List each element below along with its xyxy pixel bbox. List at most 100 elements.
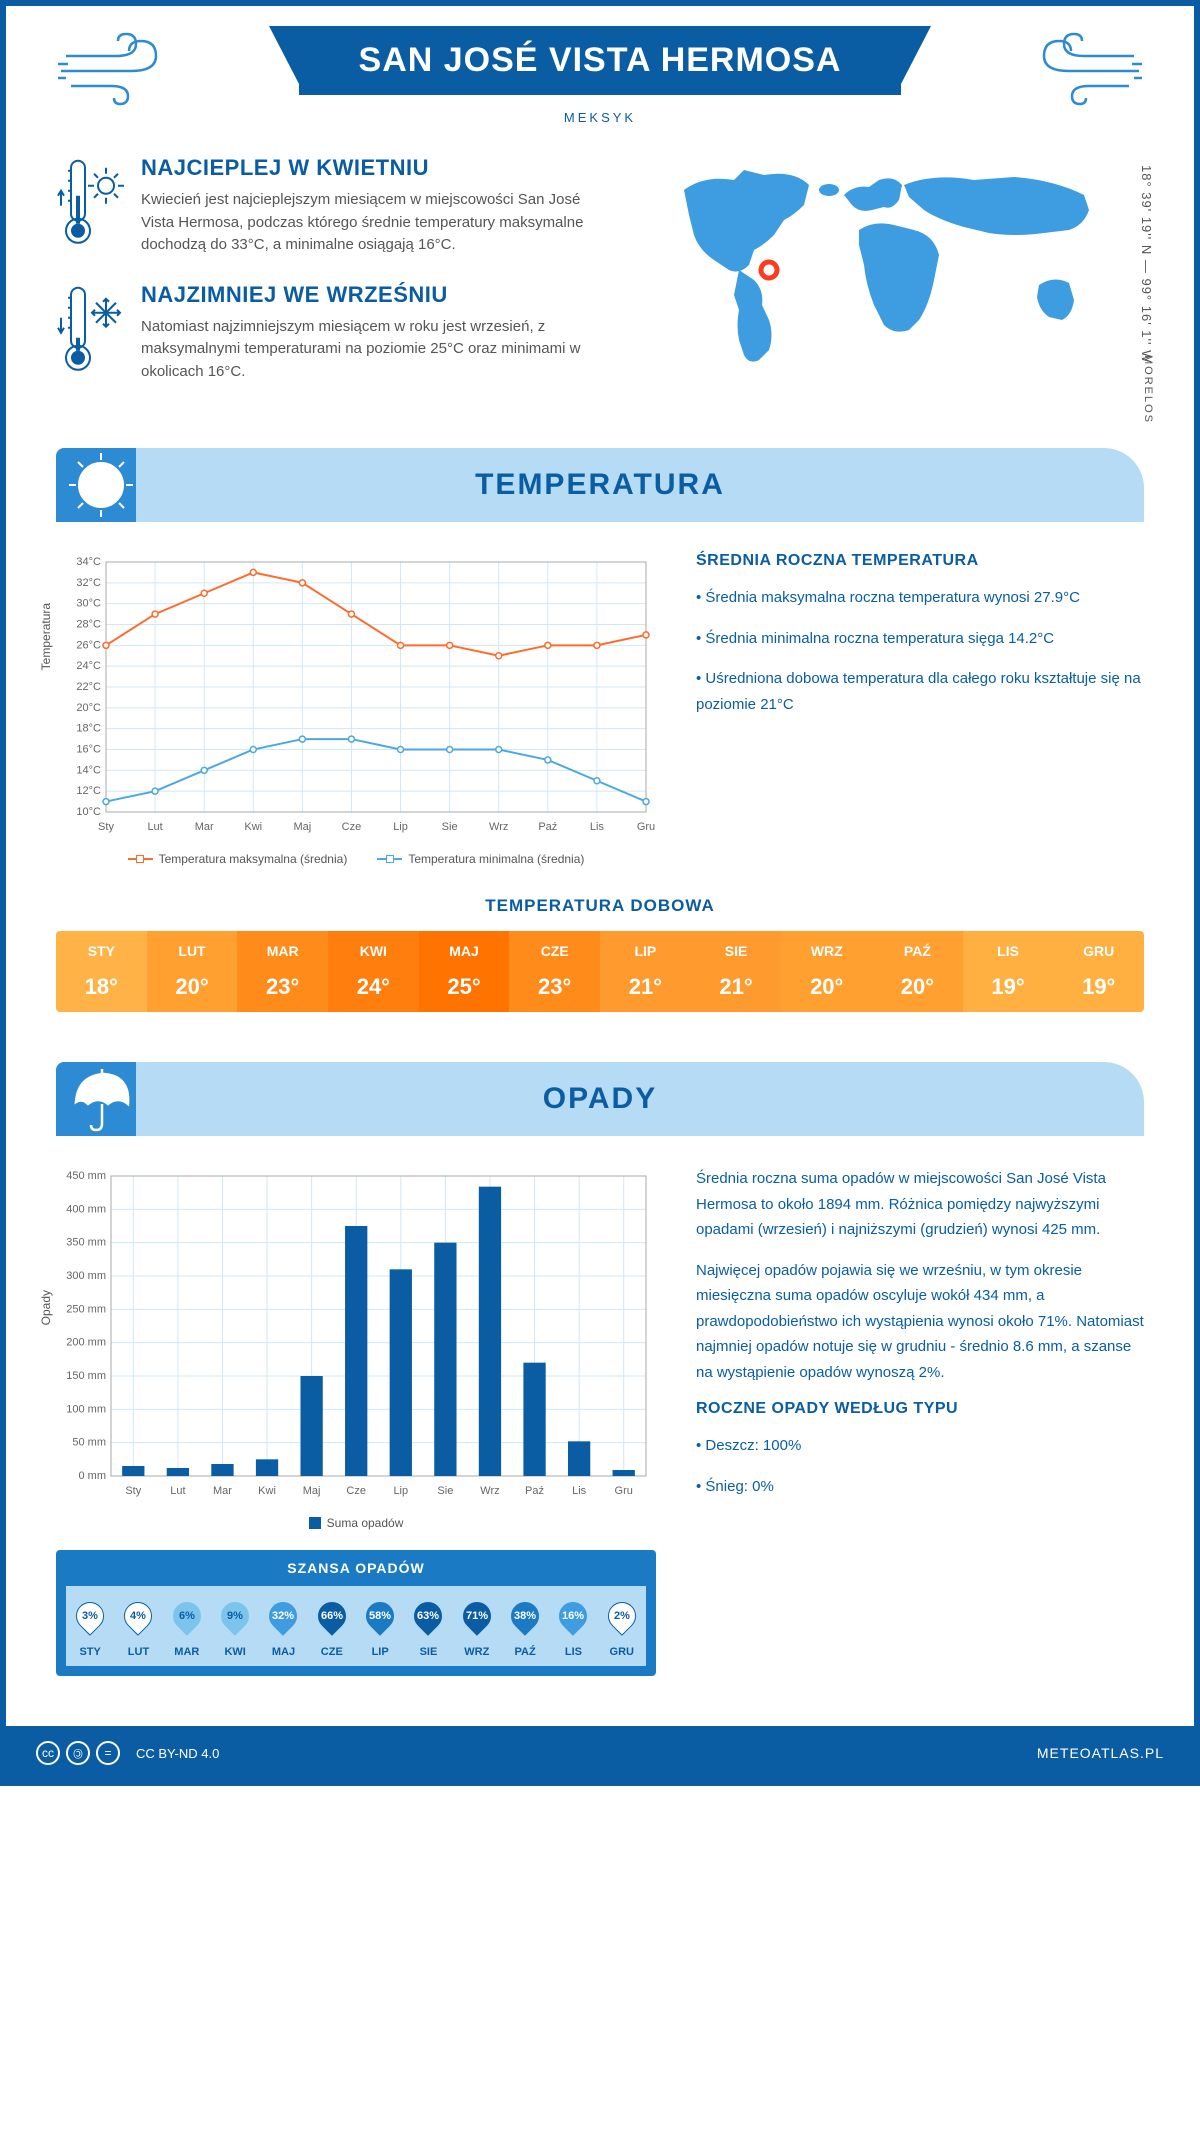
wind-icon-right xyxy=(1024,26,1144,106)
daily-temp-cell: MAJ25° xyxy=(419,931,510,1012)
temperature-section-header: TEMPERATURA xyxy=(56,448,1144,522)
svg-text:Paź: Paź xyxy=(538,821,557,833)
svg-text:Wrz: Wrz xyxy=(489,821,508,833)
thermometer-hot-icon xyxy=(56,155,126,257)
daily-temp-cell: LIS19° xyxy=(963,931,1054,1012)
info-section: NAJCIEPLEJ W KWIETNIU Kwiecień jest najc… xyxy=(56,155,1144,408)
precip-types-title: ROCZNE OPADY WEDŁUG TYPU xyxy=(696,1400,1144,1418)
svg-text:20°C: 20°C xyxy=(76,702,101,714)
svg-text:400 mm: 400 mm xyxy=(66,1203,106,1215)
daily-temp-title: TEMPERATURA DOBOWA xyxy=(56,896,1144,916)
region-label: MORELOS xyxy=(1142,355,1154,424)
site-name: METEOATLAS.PL xyxy=(1037,1745,1164,1761)
temperature-title: TEMPERATURA xyxy=(56,468,1144,502)
svg-text:Lut: Lut xyxy=(147,821,162,833)
page-subtitle: MEKSYK xyxy=(299,110,902,125)
precipitation-section-header: OPADY xyxy=(56,1062,1144,1136)
precipitation-chart: Opady 0 mm50 mm100 mm150 mm200 mm250 mm3… xyxy=(56,1166,656,1506)
svg-text:0 mm: 0 mm xyxy=(79,1470,107,1482)
svg-text:Gru: Gru xyxy=(615,1485,633,1497)
svg-text:Gru: Gru xyxy=(637,821,655,833)
svg-text:Lis: Lis xyxy=(590,821,605,833)
coldest-title: NAJZIMNIEJ WE WRZEŚNIU xyxy=(141,282,614,308)
precipitation-title: OPADY xyxy=(56,1082,1144,1116)
warmest-text: Kwiecień jest najcieplejszym miesiącem w… xyxy=(141,189,614,257)
page-title: SAN JOSÉ VISTA HERMOSA xyxy=(299,26,902,95)
svg-text:12°C: 12°C xyxy=(76,785,101,797)
daily-temp-cell: GRU19° xyxy=(1053,931,1144,1012)
wind-icon-left xyxy=(56,26,176,106)
svg-text:14°C: 14°C xyxy=(76,764,101,776)
daily-temp-cell: LUT20° xyxy=(147,931,238,1012)
svg-text:34°C: 34°C xyxy=(76,556,101,568)
svg-text:Paź: Paź xyxy=(525,1485,544,1497)
chance-cell: 9%KWI xyxy=(211,1594,259,1658)
svg-text:Mar: Mar xyxy=(213,1485,232,1497)
daily-temp-cell: WRZ20° xyxy=(781,931,872,1012)
warmest-info: NAJCIEPLEJ W KWIETNIU Kwiecień jest najc… xyxy=(56,155,614,257)
chance-cell: 32%MAJ xyxy=(259,1594,307,1658)
svg-text:Lis: Lis xyxy=(572,1485,587,1497)
sun-icon xyxy=(66,450,136,520)
world-map xyxy=(644,155,1104,375)
daily-temp-cell: SIE21° xyxy=(691,931,782,1012)
chance-cell: 16%LIS xyxy=(549,1594,597,1658)
svg-text:450 mm: 450 mm xyxy=(66,1170,106,1182)
coldest-text: Natomiast najzimniejszym miesiącem w rok… xyxy=(141,316,614,384)
svg-text:30°C: 30°C xyxy=(76,598,101,610)
license-icons: cc 🄯 = CC BY-ND 4.0 xyxy=(36,1741,219,1765)
umbrella-icon xyxy=(66,1064,136,1134)
header: SAN JOSÉ VISTA HERMOSA MEKSYK xyxy=(56,26,1144,125)
precip-text-1: Średnia roczna suma opadów w miejscowośc… xyxy=(696,1166,1144,1243)
svg-text:Lut: Lut xyxy=(170,1485,185,1497)
temperature-chart: Temperatura 10°C12°C14°C16°C18°C20°C22°C… xyxy=(56,552,656,842)
svg-text:350 mm: 350 mm xyxy=(66,1237,106,1249)
svg-text:250 mm: 250 mm xyxy=(66,1303,106,1315)
thermometer-cold-icon xyxy=(56,282,126,384)
svg-text:24°C: 24°C xyxy=(76,660,101,672)
svg-text:22°C: 22°C xyxy=(76,681,101,693)
chance-cell: 6%MAR xyxy=(163,1594,211,1658)
chance-cell: 63%SIE xyxy=(404,1594,452,1658)
daily-temp-cell: STY18° xyxy=(56,931,147,1012)
daily-temp-table: STY18°LUT20°MAR23°KWI24°MAJ25°CZE23°LIP2… xyxy=(56,931,1144,1012)
temp-stats-title: ŚREDNIA ROCZNA TEMPERATURA xyxy=(696,552,1144,570)
svg-text:Cze: Cze xyxy=(346,1485,366,1497)
chance-cell: 71%WRZ xyxy=(453,1594,501,1658)
svg-text:Kwi: Kwi xyxy=(244,821,262,833)
svg-text:Sty: Sty xyxy=(125,1485,141,1497)
daily-temp-cell: PAŹ20° xyxy=(872,931,963,1012)
warmest-title: NAJCIEPLEJ W KWIETNIU xyxy=(141,155,614,181)
svg-text:18°C: 18°C xyxy=(76,723,101,735)
infographic-container: SAN JOSÉ VISTA HERMOSA MEKSYK xyxy=(0,0,1200,1786)
chance-cell: 2%GRU xyxy=(598,1594,646,1658)
precip-text-2: Najwięcej opadów pojawia się we wrześniu… xyxy=(696,1258,1144,1386)
daily-temp-cell: CZE23° xyxy=(509,931,600,1012)
precipitation-chance: SZANSA OPADÓW 3%STY4%LUT6%MAR9%KWI32%MAJ… xyxy=(56,1550,656,1676)
daily-temp-cell: LIP21° xyxy=(600,931,691,1012)
svg-text:16°C: 16°C xyxy=(76,744,101,756)
coldest-info: NAJZIMNIEJ WE WRZEŚNIU Natomiast najzimn… xyxy=(56,282,614,384)
svg-text:300 mm: 300 mm xyxy=(66,1270,106,1282)
svg-text:Wrz: Wrz xyxy=(480,1485,499,1497)
chance-cell: 58%LIP xyxy=(356,1594,404,1658)
chance-cell: 3%STY xyxy=(66,1594,114,1658)
svg-text:Sty: Sty xyxy=(98,821,114,833)
svg-text:Cze: Cze xyxy=(342,821,362,833)
svg-text:10°C: 10°C xyxy=(76,806,101,818)
chance-cell: 4%LUT xyxy=(114,1594,162,1658)
svg-text:32°C: 32°C xyxy=(76,577,101,589)
precipitation-legend: Suma opadów xyxy=(56,1516,656,1530)
coordinates: 18° 39' 19'' N — 99° 16' 1'' W xyxy=(1139,165,1154,363)
svg-text:150 mm: 150 mm xyxy=(66,1370,106,1382)
footer: cc 🄯 = CC BY-ND 4.0 METEOATLAS.PL xyxy=(6,1726,1194,1780)
svg-text:Kwi: Kwi xyxy=(258,1485,276,1497)
svg-text:50 mm: 50 mm xyxy=(72,1437,106,1449)
daily-temp-cell: MAR23° xyxy=(237,931,328,1012)
temp-stats-list: Średnia maksymalna roczna temperatura wy… xyxy=(696,585,1144,717)
svg-text:Mar: Mar xyxy=(195,821,214,833)
svg-text:Sie: Sie xyxy=(437,1485,453,1497)
daily-temp-cell: KWI24° xyxy=(328,931,419,1012)
svg-text:200 mm: 200 mm xyxy=(66,1337,106,1349)
svg-text:26°C: 26°C xyxy=(76,639,101,651)
